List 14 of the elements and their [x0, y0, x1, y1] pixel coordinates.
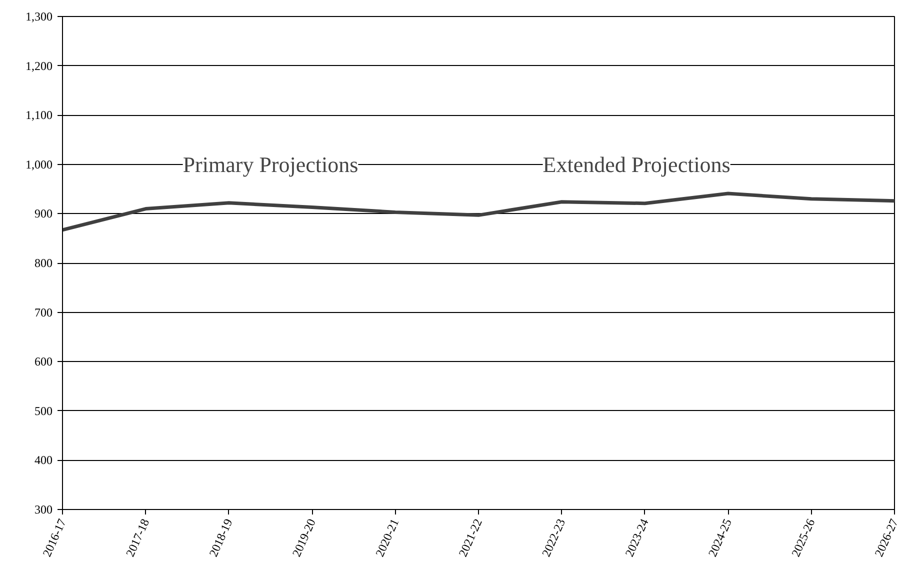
- y-tick-label: 1,000: [26, 157, 52, 172]
- y-tick-label: 1,300: [26, 10, 52, 24]
- line-series: [62, 192, 894, 232]
- y-tick-label: 600: [34, 354, 52, 369]
- y-tick-label: 500: [34, 404, 52, 418]
- y-tick-label: 400: [34, 453, 52, 468]
- y-tick-label: 300: [34, 502, 52, 516]
- y-tick-label: 1,100: [26, 108, 52, 122]
- y-tick-label: 700: [34, 305, 52, 320]
- y-tick-label: 1,200: [26, 58, 52, 73]
- y-tick-label: 900: [34, 206, 52, 221]
- annotation: Extended Projections: [542, 152, 730, 177]
- annotation: Primary Projections: [182, 152, 358, 177]
- y-tick-label: 800: [34, 256, 52, 270]
